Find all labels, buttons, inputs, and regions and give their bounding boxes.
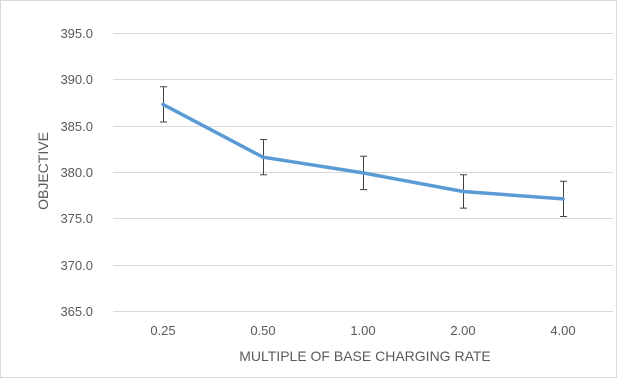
data-point — [161, 102, 165, 106]
y-tick-label: 380.0 — [60, 165, 93, 180]
series-line-group — [161, 102, 565, 201]
x-tick-label: 2.00 — [450, 323, 475, 338]
gridlines — [113, 33, 613, 312]
x-axis-title: MULTIPLE OF BASE CHARGING RATE — [239, 348, 491, 364]
y-axis-title: OBJECTIVE — [35, 132, 51, 210]
y-tick-label: 370.0 — [60, 258, 93, 273]
x-tick-label: 1.00 — [350, 323, 375, 338]
data-point — [461, 189, 465, 194]
x-tick-labels: 0.25 0.50 1.00 2.00 4.00 — [150, 323, 575, 338]
x-tick-label: 0.25 — [150, 323, 175, 338]
y-tick-label: 375.0 — [60, 211, 93, 226]
x-tick-label: 0.50 — [250, 323, 275, 338]
data-point — [561, 197, 565, 201]
y-tick-label: 395.0 — [60, 26, 93, 41]
y-tick-label: 365.0 — [60, 304, 93, 319]
error-bars — [160, 86, 567, 217]
data-point — [261, 155, 265, 159]
y-tick-label: 390.0 — [60, 72, 93, 87]
y-tick-label: 385.0 — [60, 119, 93, 134]
y-tick-labels: 365.0 370.0 375.0 380.0 385.0 390.0 395.0 — [60, 26, 93, 319]
data-point — [361, 171, 365, 175]
x-tick-label: 4.00 — [550, 323, 575, 338]
